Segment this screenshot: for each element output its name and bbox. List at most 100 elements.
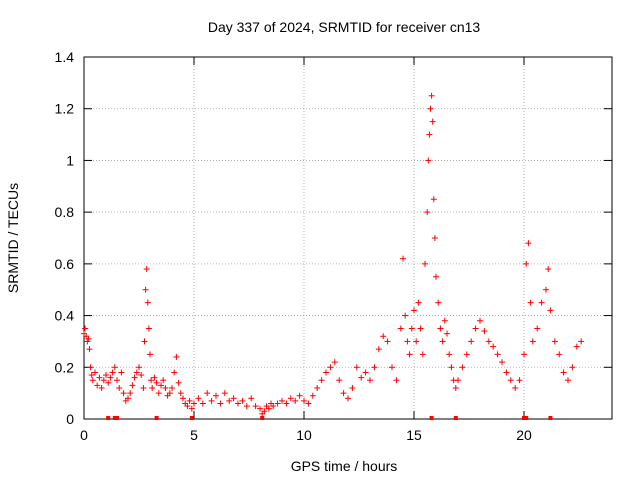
data-point [435, 299, 442, 306]
y-tick-label: 0.6 [55, 256, 75, 272]
data-point [175, 379, 182, 386]
data-point [243, 403, 250, 410]
data-point [217, 400, 224, 407]
data-point [129, 382, 136, 389]
data-point [279, 397, 285, 404]
y-tick-label: 0.8 [55, 204, 75, 220]
data-point [578, 338, 585, 345]
data-point [565, 377, 571, 384]
data-point [169, 384, 175, 391]
zero-marker [189, 416, 194, 420]
data-point [413, 338, 420, 345]
data-point [426, 131, 433, 138]
data-point [155, 390, 162, 397]
data-point [384, 338, 391, 345]
data-point [208, 397, 215, 404]
data-point [380, 333, 387, 340]
data-point [408, 325, 415, 332]
data-point [296, 392, 303, 399]
data-point [305, 400, 312, 407]
data-point [560, 369, 567, 376]
data-point [427, 105, 434, 112]
data-point [171, 369, 178, 376]
data-point [516, 377, 523, 384]
data-point [107, 374, 114, 381]
data-point [230, 395, 237, 402]
data-point [188, 405, 195, 412]
data-point [138, 372, 145, 379]
zero-marker [115, 416, 119, 420]
data-point [353, 364, 360, 371]
zero-marker [112, 416, 117, 420]
zero-marker [429, 416, 434, 420]
chart-title: Day 337 of 2024, SRMTID for receiver cn1… [208, 19, 481, 35]
data-point [100, 377, 107, 384]
data-point [87, 364, 94, 371]
data-point [283, 400, 290, 407]
data-point [94, 382, 101, 389]
data-point [114, 377, 120, 384]
y-axis-label: SRMTID / TECUs [5, 183, 21, 293]
data-point [551, 338, 558, 345]
x-tick-label: 10 [296, 427, 312, 443]
data-point [82, 325, 89, 332]
data-point [143, 266, 150, 273]
data-point [144, 299, 151, 306]
zero-marker [106, 416, 111, 420]
data-point [437, 325, 444, 332]
data-point [331, 359, 338, 366]
data-point [160, 377, 167, 384]
data-point [125, 395, 131, 402]
data-point [327, 364, 334, 371]
data-point [362, 369, 369, 376]
zero-marker [548, 416, 553, 420]
plot-frame [83, 56, 613, 420]
data-point [547, 307, 554, 314]
data-point [120, 390, 127, 397]
data-point [573, 343, 580, 350]
data-point [411, 307, 417, 314]
data-point [184, 403, 191, 410]
data-point [105, 379, 112, 386]
data-point [468, 338, 475, 345]
data-point [430, 196, 437, 203]
data-point [180, 395, 186, 402]
data-point [494, 351, 501, 358]
data-point [397, 325, 404, 332]
data-point [452, 384, 459, 391]
x-tick-label: 0 [80, 427, 88, 443]
x-tick-label: 15 [406, 427, 422, 443]
data-point [349, 384, 356, 391]
data-point [481, 328, 488, 335]
zero-marker [453, 416, 458, 420]
data-point [213, 392, 219, 399]
y-tick-label: 1 [66, 152, 74, 168]
data-point [173, 353, 180, 360]
data-point [444, 330, 450, 337]
data-point [158, 382, 164, 389]
zero-marker [260, 416, 265, 420]
data-point [402, 312, 409, 319]
data-point [133, 369, 140, 376]
data-point [265, 405, 272, 412]
zero-marker [154, 416, 159, 420]
data-point [221, 390, 228, 397]
data-point [534, 325, 541, 332]
data-point [118, 369, 125, 376]
data-point [485, 338, 492, 345]
data-point [425, 157, 432, 164]
data-point [131, 374, 138, 381]
data-point [521, 351, 527, 358]
data-point [345, 395, 351, 402]
data-point [477, 317, 483, 324]
y-tick-label: 1.4 [55, 49, 75, 65]
data-point [153, 379, 160, 386]
y-tick-label: 0 [66, 411, 74, 427]
y-tick-label: 0.4 [55, 308, 75, 324]
data-point [507, 377, 514, 384]
data-point [439, 338, 446, 345]
data-point [358, 374, 365, 381]
data-point [239, 397, 246, 404]
data-point [248, 395, 255, 402]
